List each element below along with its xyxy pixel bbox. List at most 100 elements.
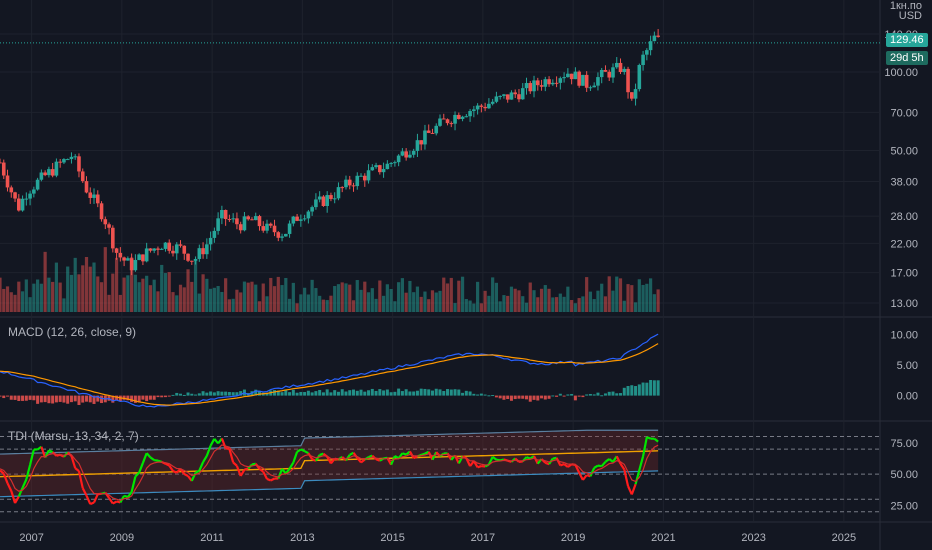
candle-body: [167, 242, 172, 251]
volume-bar: [167, 272, 171, 312]
tdi-price-line-segment: [311, 458, 317, 462]
macd-histogram-bar: [280, 392, 284, 396]
volume-bar: [111, 273, 115, 312]
tdi-price-line-segment: [574, 464, 581, 474]
candle-body: [411, 150, 416, 155]
candle-body: [223, 209, 228, 220]
candle-body: [133, 259, 138, 271]
tdi-price-line-segment: [589, 467, 596, 477]
macd-histogram-bar: [626, 386, 630, 396]
price-pane[interactable]: [0, 29, 880, 312]
candle-body: [178, 244, 183, 246]
candle-body: [648, 41, 653, 51]
macd-histogram-bar: [430, 390, 434, 396]
candle-body: [80, 171, 85, 182]
volume-bar: [370, 288, 374, 312]
macd-histogram-bar: [464, 390, 468, 396]
tdi-price-line-segment: [345, 454, 351, 462]
volume-bar: [224, 278, 228, 312]
candle-body: [317, 196, 322, 200]
macd-histogram-bar: [524, 395, 528, 400]
volume-bar: [434, 292, 438, 312]
volume-bar: [186, 269, 190, 312]
tdi-price-line-segment: [600, 461, 607, 467]
tdi-pane[interactable]: [0, 429, 880, 513]
macd-histogram-bar: [645, 382, 649, 396]
macd-pane[interactable]: [0, 333, 660, 408]
candle-body: [438, 118, 442, 126]
macd-histogram-bar: [573, 395, 577, 401]
candle-body: [212, 230, 217, 238]
macd-histogram-bar: [577, 395, 581, 397]
volume-bar: [9, 292, 13, 312]
time-tick: 2019: [561, 532, 585, 544]
volume-bar: [318, 295, 322, 312]
signal-line: [0, 343, 659, 406]
macd-histogram-bar: [374, 390, 378, 396]
macd-histogram-bar: [141, 395, 145, 400]
macd-histogram-bar: [227, 392, 231, 396]
volume-bar: [363, 281, 367, 312]
macd-histogram-bar: [291, 389, 295, 396]
tdi-price-line-segment: [108, 497, 114, 505]
candle-body: [73, 156, 78, 158]
volume-bar: [299, 294, 303, 312]
candle-body: [592, 85, 596, 88]
tdi-price-line-segment: [244, 467, 249, 471]
macd-histogram-bar: [476, 394, 480, 396]
candle-body: [253, 216, 258, 221]
time-tick: 2021: [651, 532, 675, 544]
volume-bar: [494, 282, 499, 312]
volume-bar: [261, 283, 265, 312]
tdi-price-line-segment: [258, 467, 264, 473]
macd-histogram-bar: [461, 392, 465, 396]
volume-bar: [51, 281, 55, 312]
tdi-price-line-segment: [472, 460, 479, 468]
candle-body: [566, 73, 570, 78]
macd-histogram-bar: [367, 390, 371, 396]
macd-histogram-bar: [137, 395, 141, 403]
candle-body: [171, 250, 175, 254]
candle-body: [400, 151, 405, 156]
volume-bar: [148, 285, 153, 312]
volume-bar: [141, 278, 145, 312]
volume-bar: [269, 277, 273, 312]
tdi-price-line-segment: [262, 471, 268, 480]
tdi-tick: 50.00: [890, 469, 918, 481]
macd-histogram-bar: [359, 389, 363, 396]
macd-histogram-bar: [156, 395, 160, 398]
macd-histogram-bar: [555, 395, 559, 397]
tdi-price-line-segment: [81, 487, 88, 497]
time-tick: 2011: [200, 532, 224, 544]
tdi-price-line-segment: [413, 455, 418, 460]
candle-body: [498, 95, 502, 97]
candle-body: [652, 35, 657, 42]
macd-histogram-bar: [209, 391, 213, 396]
macd-histogram-bar: [32, 395, 36, 401]
volume-bar: [562, 296, 566, 312]
macd-histogram-bar: [171, 394, 175, 396]
tdi-price-line-segment: [368, 454, 373, 459]
volume-bar: [513, 288, 517, 312]
macd-histogram-bar: [355, 390, 359, 396]
volume-bar: [24, 279, 28, 312]
candle-body: [656, 35, 660, 37]
volume-bar: [656, 289, 660, 312]
volume-bar: [265, 296, 269, 312]
macd-histogram-bar: [194, 394, 198, 396]
volume-bar: [257, 301, 262, 312]
time-tick: 2015: [380, 532, 404, 544]
macd-histogram-bar: [58, 395, 62, 402]
tdi-price-line-segment: [563, 463, 569, 468]
price-tick: 22.00: [890, 238, 918, 250]
candle-body: [389, 163, 393, 165]
macd-histogram-bar: [333, 390, 337, 396]
candle-body: [581, 74, 585, 86]
candle-body: [547, 79, 551, 85]
volume-bar: [366, 292, 371, 312]
volume-bar: [607, 276, 611, 312]
macd-histogram-bar: [521, 395, 525, 399]
candle-body: [156, 248, 160, 250]
volume-bar: [103, 247, 107, 312]
